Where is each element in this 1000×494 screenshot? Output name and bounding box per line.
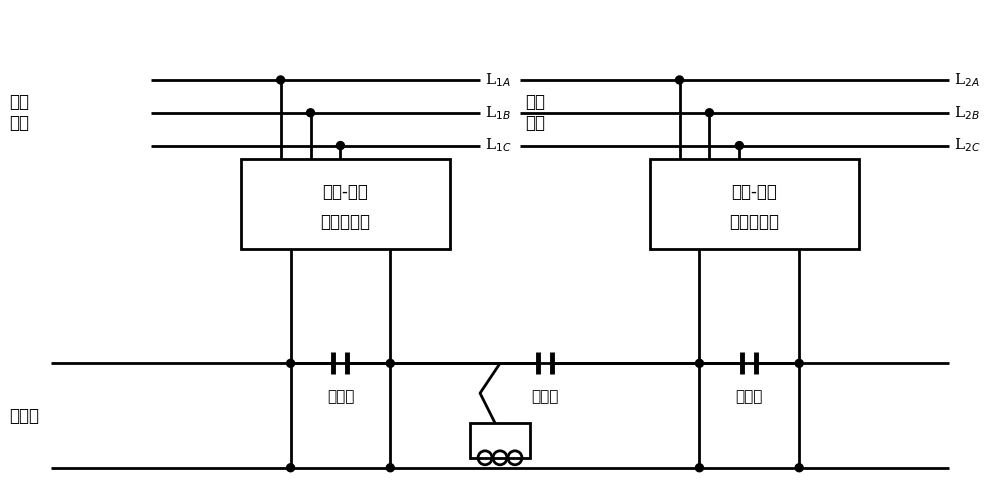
Circle shape (307, 109, 315, 117)
Circle shape (277, 76, 285, 84)
Circle shape (287, 464, 295, 472)
Text: 三相-两相: 三相-两相 (322, 183, 368, 202)
Circle shape (795, 464, 803, 472)
Circle shape (336, 142, 344, 150)
Bar (470, 423, 530, 458)
Text: 三相-两相: 三相-两相 (731, 183, 777, 202)
Circle shape (695, 464, 703, 472)
Bar (650, 160, 859, 249)
Text: 电分相: 电分相 (327, 389, 354, 404)
Text: L$_{2C}$: L$_{2C}$ (954, 137, 980, 155)
Circle shape (676, 76, 683, 84)
Circle shape (705, 109, 713, 117)
Text: L$_{1C}$: L$_{1C}$ (485, 137, 512, 155)
Circle shape (695, 359, 703, 368)
Text: 牵引变压器: 牵引变压器 (729, 213, 779, 231)
Circle shape (735, 142, 743, 150)
Text: 三相
电网: 三相 电网 (525, 93, 545, 132)
Text: L$_{2A}$: L$_{2A}$ (954, 71, 979, 89)
Text: L$_{2B}$: L$_{2B}$ (954, 104, 979, 122)
Text: 三相
电网: 三相 电网 (9, 93, 29, 132)
Text: L$_{1A}$: L$_{1A}$ (485, 71, 511, 89)
Circle shape (795, 359, 803, 368)
Text: 牵引网: 牵引网 (9, 407, 39, 424)
Circle shape (386, 359, 394, 368)
Text: 电分相: 电分相 (736, 389, 763, 404)
Circle shape (386, 464, 394, 472)
Circle shape (287, 359, 295, 368)
Text: 牵引变压器: 牵引变压器 (320, 213, 370, 231)
Text: L$_{1B}$: L$_{1B}$ (485, 104, 511, 122)
Text: 电分相: 电分相 (531, 389, 559, 404)
Bar (241, 160, 450, 249)
